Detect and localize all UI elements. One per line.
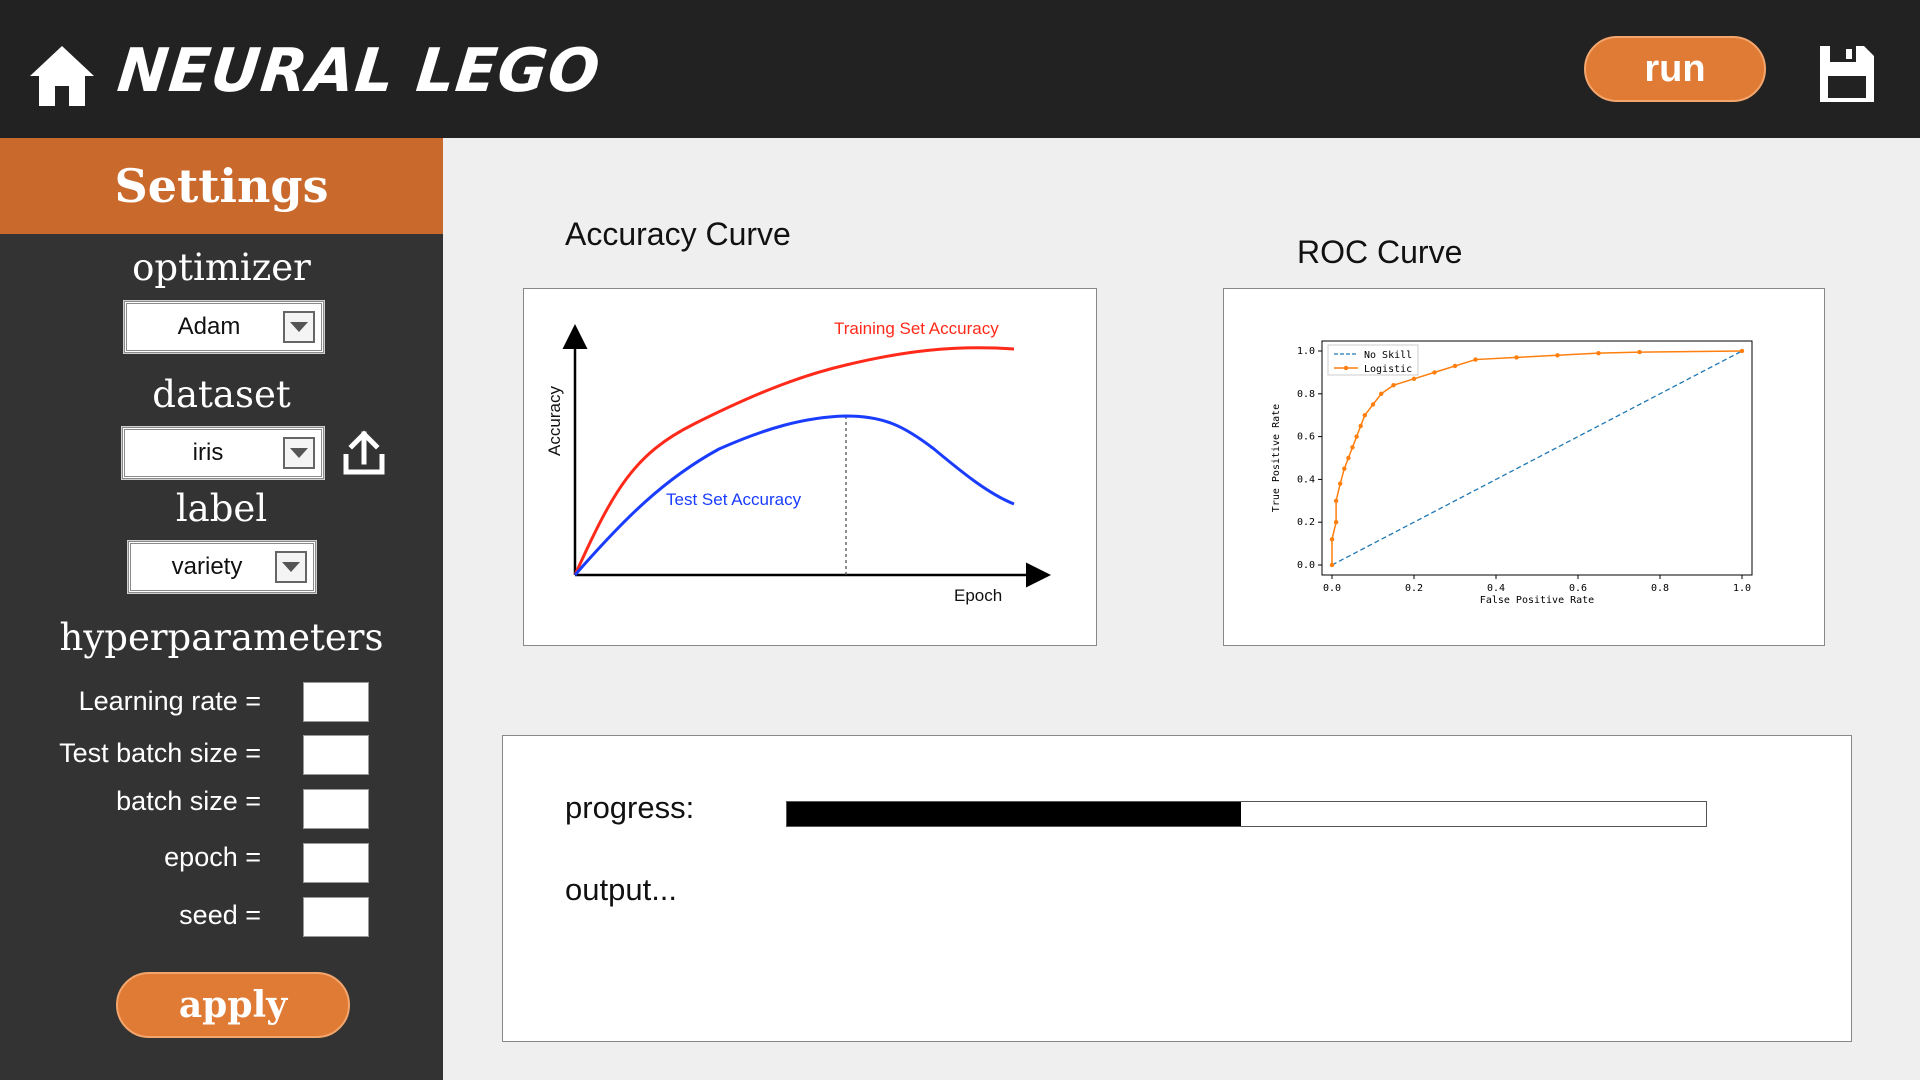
logistic-point xyxy=(1342,466,1347,471)
progress-bar-fill xyxy=(787,802,1241,826)
logistic-point xyxy=(1329,537,1335,542)
batch-size-input[interactable] xyxy=(303,789,369,829)
no-skill-line xyxy=(1331,350,1743,566)
progress-bar xyxy=(786,801,1707,827)
epoch-label: epoch = xyxy=(164,842,261,872)
label-value: variety xyxy=(171,553,243,580)
label-select[interactable]: variety xyxy=(127,540,317,594)
logistic-point xyxy=(1473,357,1478,362)
dataset-value: iris xyxy=(192,439,224,466)
logistic-point xyxy=(1354,434,1359,439)
app-brand: NEURAL LEGO xyxy=(114,36,604,106)
apply-button[interactable]: apply xyxy=(116,972,350,1038)
optimizer-label: optimizer xyxy=(132,246,311,289)
roc-chart: 0.0 0.2 0.4 0.6 0.8 1.0 0.0 0.2 0.4 0.6 0.8 1.0 Fals… xyxy=(1271,340,1753,606)
logistic-point xyxy=(1596,350,1601,356)
logistic-point xyxy=(1333,498,1339,503)
roc-curve-title: ROC Curve xyxy=(1297,234,1463,270)
dataset-select[interactable]: iris xyxy=(121,426,325,480)
logistic-point xyxy=(1514,355,1519,360)
logistic-point xyxy=(1346,455,1351,461)
top-bar: NEURAL LEGO run xyxy=(0,0,1920,138)
accuracy-chart-panel: Accuracy Epoch Training Set Accuracy Tes… xyxy=(523,288,1097,646)
floppy-disk-icon[interactable] xyxy=(1818,44,1876,104)
test-batch-size-label: Test batch size = xyxy=(59,738,261,768)
y-axis-label: True Positive Rate xyxy=(1271,404,1282,512)
y-tick-label: 0.8 xyxy=(1297,389,1315,400)
label-label: label xyxy=(175,487,268,530)
x-tick-label: 0.0 xyxy=(1323,583,1341,594)
optimizer-value: Adam xyxy=(177,313,241,340)
chevron-down-icon[interactable] xyxy=(283,437,315,469)
logistic-point xyxy=(1358,423,1363,429)
logistic-point xyxy=(1329,562,1335,568)
test-batch-size-input[interactable] xyxy=(303,735,369,775)
logistic-point xyxy=(1362,413,1367,418)
settings-sidebar: Settings optimizer Adam dataset iris lab… xyxy=(0,138,443,1080)
logistic-point xyxy=(1452,363,1458,369)
roc-chart-panel: 0.0 0.2 0.4 0.6 0.8 1.0 0.0 0.2 0.4 0.6 0.8 1.0 Fals… xyxy=(1223,288,1825,646)
y-tick-label: 1.0 xyxy=(1297,346,1315,357)
epoch-input[interactable] xyxy=(303,843,369,883)
home-icon[interactable] xyxy=(28,42,96,110)
legend-no-skill-label: No Skill xyxy=(1364,350,1412,361)
logistic-point xyxy=(1411,376,1417,382)
x-axis-label: Epoch xyxy=(954,586,1002,605)
logistic-point xyxy=(1432,370,1437,375)
logistic-point xyxy=(1333,520,1339,525)
output-panel: progress: output... xyxy=(502,735,1852,1042)
logistic-point xyxy=(1391,383,1396,388)
batch-size-label: batch size = xyxy=(116,786,261,816)
learning-rate-input[interactable] xyxy=(303,682,369,722)
run-button[interactable]: run xyxy=(1584,36,1766,102)
x-tick-label: 0.8 xyxy=(1651,583,1669,594)
training-accuracy-line xyxy=(573,346,1015,576)
progress-label: progress: xyxy=(565,790,695,825)
chevron-down-icon[interactable] xyxy=(275,551,307,583)
seed-label: seed = xyxy=(179,900,261,930)
x-axis-label: False Positive Rate xyxy=(1480,595,1594,606)
y-axis-label: Accuracy xyxy=(545,386,564,456)
x-tick-label: 0.2 xyxy=(1405,583,1423,594)
logistic-point xyxy=(1350,445,1355,450)
optimizer-select[interactable]: Adam xyxy=(123,300,325,354)
y-tick-label: 0.2 xyxy=(1297,517,1315,528)
roc-plot-frame xyxy=(1321,340,1753,576)
logistic-point xyxy=(1379,391,1384,396)
training-series-label: Training Set Accuracy xyxy=(834,319,999,338)
chevron-down-icon[interactable] xyxy=(283,311,315,343)
legend-logistic-label: Logistic xyxy=(1364,364,1412,375)
y-tick-label: 0.6 xyxy=(1297,432,1315,443)
roc-legend xyxy=(1327,344,1419,376)
hyperparameters-title: hyperparameters xyxy=(59,616,384,659)
legend-logistic-marker xyxy=(1343,365,1349,371)
test-series-label: Test Set Accuracy xyxy=(666,490,802,509)
dataset-label: dataset xyxy=(152,373,291,416)
learning-rate-label: Learning rate = xyxy=(78,686,261,716)
y-tick-label: 0.4 xyxy=(1297,474,1315,485)
logistic-point xyxy=(1637,349,1642,355)
x-tick-label: 0.6 xyxy=(1569,583,1587,594)
logistic-point xyxy=(1555,353,1560,358)
settings-title: Settings xyxy=(0,138,443,234)
x-tick-label: 0.4 xyxy=(1487,583,1505,594)
x-tick-label: 1.0 xyxy=(1733,583,1751,594)
accuracy-curve-title: Accuracy Curve xyxy=(565,216,791,252)
output-label: output... xyxy=(565,872,678,907)
upload-icon[interactable] xyxy=(342,430,386,476)
logistic-point xyxy=(1739,348,1745,354)
logistic-point xyxy=(1338,481,1343,486)
seed-input[interactable] xyxy=(303,897,369,937)
logistic-point xyxy=(1370,402,1376,407)
test-accuracy-line xyxy=(573,414,1015,576)
accuracy-chart: Accuracy Epoch Training Set Accuracy Tes… xyxy=(545,319,1051,605)
y-tick-label: 0.0 xyxy=(1297,560,1315,571)
